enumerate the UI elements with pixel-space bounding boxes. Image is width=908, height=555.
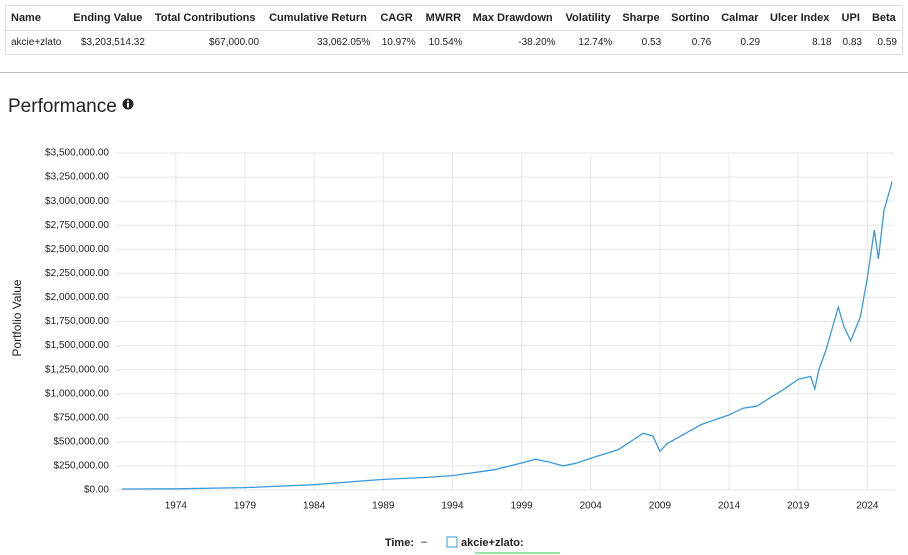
column-header: Beta xyxy=(866,5,903,31)
column-header: Sharpe xyxy=(617,5,667,31)
x-tick-label: 2019 xyxy=(787,501,810,512)
table-cell: -38.20% xyxy=(518,37,556,48)
x-tick-label: 1984 xyxy=(303,501,326,512)
y-tick-label: $2,000,000.00 xyxy=(45,292,109,303)
table-cell: akcie+zlato xyxy=(11,37,62,48)
info-icon[interactable] xyxy=(122,98,134,110)
column-header: Ending Value xyxy=(68,5,150,31)
y-tick-label: $3,250,000.00 xyxy=(45,172,109,183)
legend-entry[interactable]: akcie+zlato: xyxy=(461,537,524,549)
table-cell: 33,062.05% xyxy=(316,37,371,48)
column-header: CAGR xyxy=(375,5,421,31)
x-tick-label: 2014 xyxy=(718,501,741,512)
section-title: Performance xyxy=(8,96,134,118)
y-tick-label: $750,000.00 xyxy=(53,412,109,423)
x-tick-label: 1989 xyxy=(372,501,395,512)
legend-checkbox[interactable] xyxy=(446,536,458,548)
table-cell: 0.83 xyxy=(842,37,862,48)
column-header: Total Contributions xyxy=(149,5,265,31)
x-tick-label: 1974 xyxy=(165,501,188,512)
table-cell: $3,203,514.32 xyxy=(80,37,145,48)
column-header: Name xyxy=(5,5,69,31)
table-cell: 0.53 xyxy=(641,37,662,48)
table-cell: 10.54% xyxy=(428,37,463,48)
column-header: Ulcer Index xyxy=(765,5,837,31)
table-cell: 0.59 xyxy=(877,37,897,48)
y-tick-label: $500,000.00 xyxy=(53,436,109,447)
y-axis-label: Portfolio Value xyxy=(10,279,24,356)
title-text: Performance xyxy=(8,96,117,117)
header-row: Name Ending Value Total Contributions Cumul… xyxy=(5,5,903,31)
x-tick-label: 1979 xyxy=(234,501,257,512)
legend-title: Time: xyxy=(385,537,414,549)
y-tick-label: $2,750,000.00 xyxy=(45,220,109,231)
table-row: akcie+zlato $3,203,514.32 $67,000.00 33,062… xyxy=(6,31,903,55)
y-tick-label: $0.00 xyxy=(84,485,109,496)
column-header: Max Drawdown xyxy=(467,5,561,31)
y-tick-label: $3,000,000.00 xyxy=(45,196,109,207)
column-header: Sortino xyxy=(666,5,717,31)
column-header: UPI xyxy=(836,5,867,31)
y-tick-label: $250,000.00 xyxy=(53,461,109,472)
table-cell: 12.74% xyxy=(578,37,613,48)
table-cell: 10.97% xyxy=(381,37,416,48)
column-header: MWRR xyxy=(420,5,468,31)
legend-time: – xyxy=(421,536,428,548)
x-tick-label: 2024 xyxy=(856,501,879,512)
divider xyxy=(0,72,908,73)
column-header: Volatility xyxy=(560,5,618,31)
y-tick-label: $2,250,000.00 xyxy=(45,268,109,279)
y-tick-label: $1,500,000.00 xyxy=(45,340,109,351)
y-tick-label: $3,500,000.00 xyxy=(45,148,109,159)
x-tick-label: 2009 xyxy=(649,501,672,512)
table-body: akcie+zlato $3,203,514.32 $67,000.00 33,062… xyxy=(6,31,903,55)
column-header: Cumulative Return xyxy=(264,5,376,31)
y-tick-label: $1,750,000.00 xyxy=(45,316,109,327)
table-cell: 0.76 xyxy=(691,37,712,48)
series-line xyxy=(121,181,893,490)
table-cell: 0.29 xyxy=(740,37,761,48)
x-tick-label: 1994 xyxy=(441,501,464,512)
x-tick-label: 2004 xyxy=(580,501,603,512)
y-tick-label: $1,250,000.00 xyxy=(45,364,109,375)
y-tick-label: $2,500,000.00 xyxy=(45,244,109,255)
stats-table: Name Ending Value Total Contributions Cumul… xyxy=(5,5,903,55)
x-tick-label: 1999 xyxy=(510,501,533,512)
table-cell: 8.18 xyxy=(812,37,832,48)
table-cell: $67,000.00 xyxy=(209,37,260,48)
y-tick-label: $1,000,000.00 xyxy=(45,388,109,399)
column-header: Calmar xyxy=(716,5,766,31)
